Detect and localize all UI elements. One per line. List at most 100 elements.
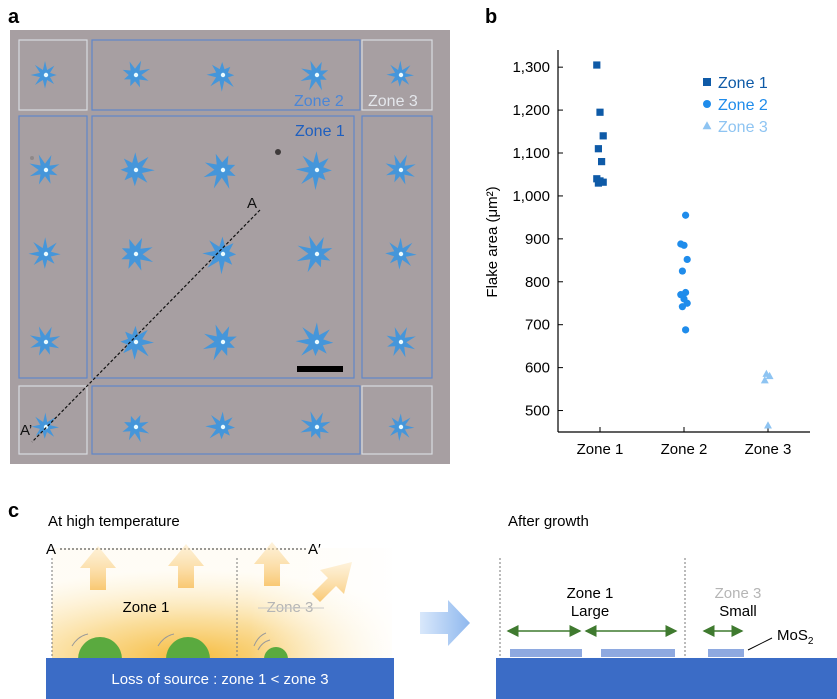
flake-nucleus (220, 72, 226, 78)
panel-label-c: c (8, 500, 20, 522)
data-point-square (594, 179, 602, 187)
data-point-circle (682, 211, 690, 219)
data-point-square (599, 178, 607, 186)
source-droplet (264, 647, 288, 659)
y-tick-label: 600 (525, 360, 550, 377)
data-point-triangle (760, 376, 769, 384)
vapor-arc (157, 633, 175, 647)
mos2-leader (747, 637, 773, 651)
data-point-circle (678, 303, 686, 311)
flake-nucleus (314, 251, 320, 257)
flake-nucleus (133, 251, 139, 257)
mos2-flake (295, 151, 332, 191)
panel-label-a: a (8, 6, 20, 28)
vapor-arc (257, 639, 271, 651)
zone3-box-br (361, 385, 433, 455)
right-title: After growth (508, 513, 589, 530)
vapor-arc (253, 632, 267, 647)
flake-nucleus (314, 424, 320, 430)
after-zone3-label: Zone 3 (715, 585, 762, 602)
zone3-box-tr (361, 39, 433, 111)
mos2-flake (300, 411, 331, 440)
flake-nucleus (43, 167, 49, 173)
flake-nucleus (133, 339, 139, 345)
scale-bar (297, 366, 343, 372)
y-tick-label: 1,300 (512, 59, 550, 76)
flake-nucleus (398, 424, 404, 430)
flake-nucleus (133, 167, 139, 173)
flake-nucleus (133, 72, 139, 78)
zone3-box-tl (18, 39, 88, 111)
zone3-box-bl (18, 385, 88, 455)
zone2-label: Zone 2 (294, 93, 344, 110)
flake-nucleus (220, 339, 226, 345)
mos2-flake (202, 236, 237, 275)
x-tick-label: Zone 1 (577, 441, 624, 458)
legend-marker (703, 100, 711, 108)
flake-nucleus (43, 72, 49, 78)
legend-marker (702, 121, 712, 130)
line-a-a-prime (31, 209, 261, 443)
mos2-flake (295, 322, 334, 356)
mos2-flake (30, 61, 57, 89)
y-tick-label: 500 (525, 403, 550, 420)
flake-nucleus (398, 72, 404, 78)
schematic-a-label: A (46, 541, 56, 558)
schematic-zone1-label: Zone 1 (123, 599, 170, 616)
flake-area-chart: 500 600 700 800 900 1,000 1,100 1,200 1,300 Zone … (484, 50, 810, 458)
zone1-box (91, 115, 355, 379)
zone2-top-box (91, 39, 361, 111)
y-tick-label: 700 (525, 317, 550, 334)
substrate-left (46, 658, 394, 699)
zone2-left-box (18, 115, 88, 379)
mos2-flake-small (708, 649, 744, 657)
mos2-flake (300, 60, 329, 91)
vapor-arc (71, 633, 89, 647)
after-large-label: Large (571, 603, 609, 620)
mos2-flake-large (601, 649, 675, 657)
flake-nucleus (314, 339, 320, 345)
legend-label: Zone 3 (718, 119, 768, 136)
data-point-triangle (764, 421, 772, 429)
zone2-bottom-box (91, 385, 361, 455)
dust-speck (275, 149, 281, 155)
substrate-right (496, 658, 837, 699)
legend-label: Zone 1 (718, 75, 768, 92)
flake-nucleus (398, 251, 404, 257)
y-tick-label: 1,200 (512, 102, 550, 119)
evaporation-arrow (168, 544, 204, 588)
data-point-triangle (765, 371, 774, 380)
label-a: A (247, 195, 257, 212)
growth-schematic: At high temperature After growth A A′ Zo… (46, 513, 837, 699)
flake-nucleus (398, 339, 404, 345)
substrate-text: Loss of source : zone 1 < zone 3 (111, 671, 328, 688)
y-tick-label: 900 (525, 231, 550, 248)
source-droplet (166, 637, 210, 659)
flake-nucleus (398, 167, 404, 173)
mos2-flake (206, 62, 235, 92)
after-small-label: Small (719, 603, 757, 620)
data-point-circle (682, 326, 690, 334)
mos2-flake (296, 235, 333, 273)
flake-nucleus (220, 424, 226, 430)
after-zone1-label: Zone 1 (567, 585, 614, 602)
evaporation-arrow (254, 542, 290, 586)
evaporation-arrow-diagonal (312, 562, 352, 602)
label-a-prime: A’ (20, 422, 32, 439)
zone1-label: Zone 1 (295, 123, 345, 140)
data-point-circle (680, 241, 688, 249)
data-point-square (596, 108, 604, 116)
flake-nucleus (43, 339, 49, 345)
mos2-label: MoS2 (777, 627, 814, 647)
dust-speck (30, 156, 34, 160)
x-tick-label: Zone 3 (745, 441, 792, 458)
zone3-label: Zone 3 (368, 93, 418, 110)
mos2-subscript: 2 (808, 636, 814, 647)
legend-label: Zone 2 (718, 97, 768, 114)
data-point-square (599, 132, 607, 140)
data-point-circle (678, 267, 686, 275)
y-tick-label: 1,100 (512, 145, 550, 162)
source-droplet (78, 637, 122, 659)
x-tick-label: Zone 2 (661, 441, 708, 458)
y-tick-label: 800 (525, 274, 550, 291)
